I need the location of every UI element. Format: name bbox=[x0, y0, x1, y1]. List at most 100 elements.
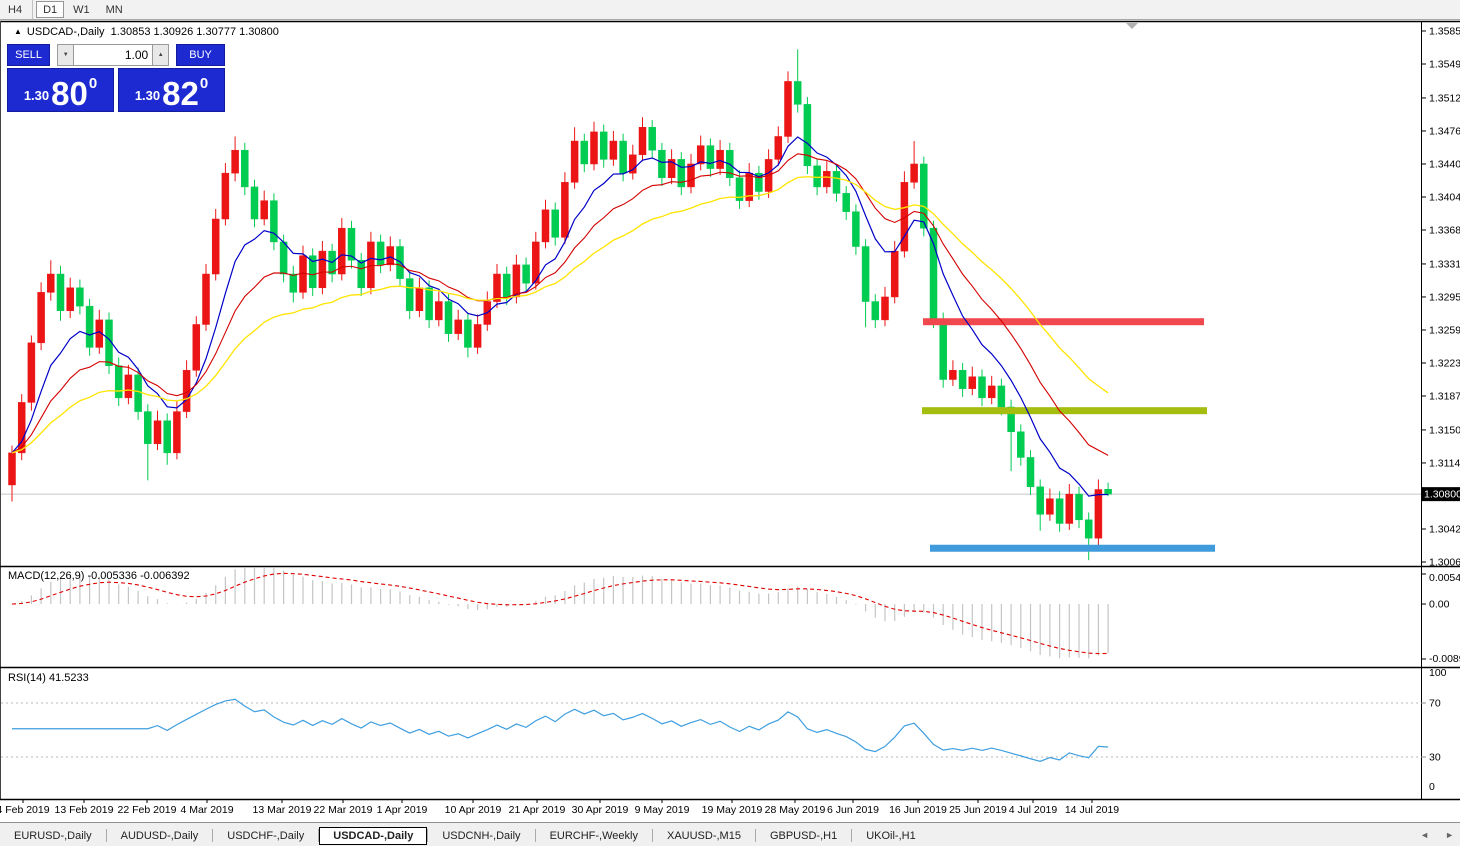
down-arrow-icon: ▼ bbox=[62, 52, 69, 58]
svg-text:1 Apr 2019: 1 Apr 2019 bbox=[377, 804, 428, 816]
sell-price-prefix: 1.30 bbox=[23, 88, 50, 103]
timeframe-w1-button[interactable]: W1 bbox=[66, 1, 97, 18]
svg-text:10 Apr 2019: 10 Apr 2019 bbox=[445, 804, 502, 816]
svg-text:30 Apr 2019: 30 Apr 2019 bbox=[572, 804, 629, 816]
svg-text:16 Jun 2019: 16 Jun 2019 bbox=[889, 804, 947, 816]
svg-text:21 Apr 2019: 21 Apr 2019 bbox=[509, 804, 566, 816]
rsi-line bbox=[12, 698, 1109, 762]
svg-text:1.30420: 1.30420 bbox=[1429, 523, 1460, 535]
svg-text:28 May 2019: 28 May 2019 bbox=[765, 804, 826, 816]
ma-line-30 bbox=[11, 176, 1109, 454]
scroll-tabs-left-button[interactable]: ◄ bbox=[1416, 828, 1433, 842]
svg-text:1.34400: 1.34400 bbox=[1429, 158, 1460, 170]
svg-text:30: 30 bbox=[1429, 752, 1441, 764]
tab-usdcad[interactable]: USDCAD-,Daily bbox=[319, 826, 428, 845]
tab-usdchf[interactable]: USDCHF-,Daily bbox=[227, 829, 305, 842]
svg-text:0.00: 0.00 bbox=[1429, 599, 1450, 611]
volume-stepper: ▼ ▲ bbox=[57, 44, 170, 66]
scroll-right-icon: ► bbox=[1445, 830, 1454, 840]
svg-text:14 Jul 2019: 14 Jul 2019 bbox=[1065, 804, 1119, 816]
collapse-triangle-icon[interactable]: ▲ bbox=[14, 27, 22, 36]
svg-text:1.35120: 1.35120 bbox=[1429, 92, 1460, 104]
tab-audusd[interactable]: AUDUSD-,Daily bbox=[120, 829, 199, 842]
tab-separator bbox=[427, 828, 429, 842]
svg-text:1.32590: 1.32590 bbox=[1429, 324, 1460, 336]
scroll-to-end-marker-icon bbox=[1126, 23, 1138, 29]
date-axis[interactable]: 4 Feb 2019 13 Feb 2019 22 Feb 2019 4 Mar 20… bbox=[0, 799, 1119, 816]
price-row: 1.30 80 0 1.30 82 0 bbox=[7, 68, 225, 112]
ohlc-values-text: 1.30853 1.30926 1.30777 1.30800 bbox=[110, 26, 279, 38]
timeframe-h4-button[interactable]: H4 bbox=[1, 1, 29, 18]
tab-gbpusd[interactable]: GBPUSD-,H1 bbox=[769, 829, 838, 842]
tab-usdcnh[interactable]: USDCNH-,Daily bbox=[442, 829, 521, 842]
buy-price-sup: 0 bbox=[199, 75, 209, 92]
hline-support-blue bbox=[930, 544, 1215, 552]
svg-text:13 Feb 2019: 13 Feb 2019 bbox=[55, 804, 114, 816]
scroll-left-icon: ◄ bbox=[1420, 830, 1430, 840]
svg-text:1.31140: 1.31140 bbox=[1429, 457, 1460, 469]
rsi-indicator-label: RSI(14) 41.5233 bbox=[8, 672, 89, 684]
sell-price-sup: 0 bbox=[88, 75, 98, 92]
sell-price-box[interactable]: 1.30 80 0 bbox=[7, 68, 114, 112]
svg-text:1.30060: 1.30060 bbox=[1429, 557, 1460, 569]
chart-tabs: EURUSD-,Daily AUDUSD-,Daily USDCHF-,Daily U… bbox=[0, 826, 930, 845]
scroll-tabs-right-button[interactable]: ► bbox=[1441, 828, 1458, 842]
volume-decrease-button[interactable]: ▼ bbox=[57, 44, 75, 66]
symbol-title: USDCAD-,Daily bbox=[26, 26, 105, 38]
svg-text:1.31500: 1.31500 bbox=[1429, 424, 1460, 436]
svg-text:1.30800: 1.30800 bbox=[1424, 489, 1460, 501]
timeframe-toolbar: H4 D1 W1 MN bbox=[0, 0, 1460, 19]
chart-title-row: ▲ USDCAD-,Daily 1.30853 1.30926 1.30777 1… bbox=[14, 26, 279, 38]
svg-text:0.005484: 0.005484 bbox=[1429, 572, 1460, 584]
sell-button[interactable]: SELL bbox=[7, 44, 51, 66]
svg-text:25 Jun 2019: 25 Jun 2019 bbox=[949, 804, 1007, 816]
buy-button[interactable]: BUY bbox=[176, 44, 225, 66]
volume-input[interactable] bbox=[74, 44, 153, 66]
tab-separator bbox=[534, 828, 536, 842]
buy-price-box[interactable]: 1.30 82 0 bbox=[118, 68, 225, 112]
tab-ukoil[interactable]: UKOil-,H1 bbox=[866, 829, 916, 842]
tab-eurusd[interactable]: EURUSD-,Daily bbox=[14, 829, 92, 842]
up-arrow-icon: ▲ bbox=[157, 52, 164, 58]
candles bbox=[8, 49, 1112, 561]
tab-eurchf[interactable]: EURCHF-,Weekly bbox=[549, 829, 638, 842]
svg-text:9 May 2019: 9 May 2019 bbox=[635, 804, 690, 816]
svg-text:1.34760: 1.34760 bbox=[1429, 125, 1460, 137]
tab-separator bbox=[754, 828, 756, 842]
volume-increase-button[interactable]: ▲ bbox=[152, 44, 170, 66]
svg-text:1.32230: 1.32230 bbox=[1429, 357, 1460, 369]
buy-price-big: 82 bbox=[162, 74, 199, 112]
tab-separator bbox=[851, 828, 853, 842]
tab-scrollers: ◄ ► bbox=[1416, 823, 1458, 846]
svg-text:4 Jul 2019: 4 Jul 2019 bbox=[1009, 804, 1058, 816]
buy-price-prefix: 1.30 bbox=[134, 88, 161, 103]
svg-text:1.35490: 1.35490 bbox=[1429, 59, 1460, 71]
sell-price-big: 80 bbox=[51, 74, 88, 112]
price-axis: 1.35850 1.35490 1.35120 1.34760 1.34400 1.340… bbox=[1421, 26, 1460, 569]
tab-separator bbox=[651, 828, 653, 842]
rsi-axis: 100 70 30 0 bbox=[1421, 667, 1447, 793]
toolbar-separator bbox=[32, 0, 34, 19]
svg-text:1.35850: 1.35850 bbox=[1429, 26, 1460, 38]
timeframe-mn-button[interactable]: MN bbox=[99, 1, 130, 18]
order-row: SELL ▼ ▲ BUY bbox=[7, 44, 225, 66]
svg-text:22 Mar 2019: 22 Mar 2019 bbox=[314, 804, 373, 816]
svg-text:1.31870: 1.31870 bbox=[1429, 391, 1460, 403]
hline-resistance-red bbox=[923, 318, 1204, 326]
svg-text:4 Mar 2019: 4 Mar 2019 bbox=[180, 804, 233, 816]
tab-xauusd[interactable]: XAUUSD-,M15 bbox=[666, 829, 741, 842]
svg-text:70: 70 bbox=[1429, 698, 1441, 710]
macd-indicator-label: MACD(12,26,9) -0.005336 -0.006392 bbox=[8, 570, 190, 582]
timeframe-d1-button[interactable]: D1 bbox=[36, 1, 65, 18]
hline-resistance-olive bbox=[922, 407, 1207, 415]
svg-text:1.33680: 1.33680 bbox=[1429, 225, 1460, 237]
svg-text:-0.008973: -0.008973 bbox=[1429, 653, 1460, 665]
svg-text:1.32950: 1.32950 bbox=[1429, 291, 1460, 303]
macd-axis: 0.005484 0.00 -0.008973 bbox=[1421, 572, 1460, 665]
svg-text:1.34040: 1.34040 bbox=[1429, 191, 1460, 203]
ma-line-16 bbox=[11, 153, 1109, 456]
chart-tabs-bar: EURUSD-,Daily AUDUSD-,Daily USDCHF-,Daily U… bbox=[0, 822, 1460, 846]
